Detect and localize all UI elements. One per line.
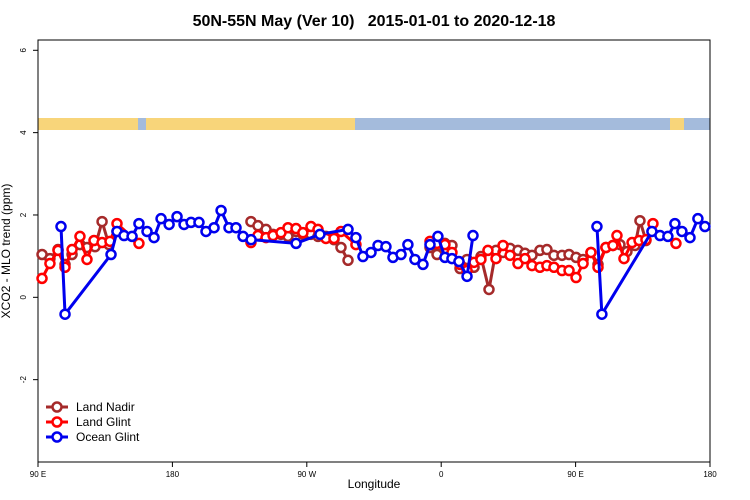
data-point (504, 249, 516, 262)
data-point (475, 253, 487, 266)
y-axis-label: XCO2 - MLO trend (ppm) (0, 184, 13, 319)
x-axis-label: Longitude (348, 477, 401, 491)
data-point (328, 232, 340, 245)
data-point (215, 204, 227, 217)
data-point (467, 229, 479, 242)
data-point (662, 230, 674, 243)
data-point (692, 212, 704, 225)
data-point (482, 244, 494, 257)
data-point (133, 217, 145, 230)
x-tick-label: 90 W (297, 470, 316, 479)
data-point (563, 264, 575, 277)
data-point (96, 215, 108, 228)
data-point (541, 243, 553, 256)
data-point (417, 258, 429, 271)
data-point (699, 220, 711, 233)
data-point (570, 271, 582, 284)
data-point (607, 239, 619, 252)
legend-marker (51, 416, 63, 428)
legend-marker (51, 431, 63, 443)
data-point (342, 254, 354, 267)
x-tick-label: 90 E (567, 470, 583, 479)
data-point (193, 216, 205, 229)
data-point (163, 218, 175, 231)
legend-label: Land Nadir (76, 400, 135, 414)
data-point (585, 246, 597, 259)
data-point (497, 239, 509, 252)
data-point (208, 221, 220, 234)
data-point (105, 248, 117, 261)
data-point (297, 226, 309, 239)
y-tick-label: -2 (19, 376, 28, 384)
data-point (155, 212, 167, 225)
data-point (669, 217, 681, 230)
data-point (432, 230, 444, 243)
y-tick-label: 0 (19, 295, 28, 300)
data-point (314, 228, 326, 241)
legend-label: Ocean Glint (76, 430, 140, 444)
data-point (453, 255, 465, 268)
data-point (424, 238, 436, 251)
data-point (395, 248, 407, 261)
data-point (55, 220, 67, 233)
data-point (380, 240, 392, 253)
data-point (519, 252, 531, 265)
data-point (577, 257, 589, 270)
x-tick-label: 180 (166, 470, 180, 479)
x-tick-label: 90 E (30, 470, 46, 479)
data-point (290, 237, 302, 250)
data-point (36, 272, 48, 285)
data-point (365, 246, 377, 259)
data-point (126, 230, 138, 243)
chart-title: 50N-55N May (Ver 10) 2015-01-01 to 2020-… (193, 13, 556, 30)
data-point (461, 270, 473, 283)
data-point (490, 252, 502, 265)
data-point (81, 253, 93, 266)
data-point (171, 210, 183, 223)
x-tick-label: 180 (703, 470, 717, 479)
data-point (350, 231, 362, 244)
data-point (245, 233, 257, 246)
data-point (148, 231, 160, 244)
data-point (141, 225, 153, 238)
y-tick-label: 2 (19, 212, 28, 217)
data-point (59, 308, 71, 320)
data-point (634, 214, 646, 227)
data-point (44, 257, 56, 270)
data-point (684, 231, 696, 244)
data-point (66, 243, 78, 256)
data-point (409, 253, 421, 266)
legend-label: Land Glint (76, 415, 131, 429)
data-point (74, 230, 86, 243)
x-tick-label: 0 (439, 470, 444, 479)
data-point (342, 223, 354, 236)
y-tick-label: 6 (19, 48, 28, 53)
data-point (596, 308, 608, 320)
data-point (618, 252, 630, 265)
data-point (611, 229, 623, 242)
data-point (133, 237, 145, 250)
y-tick-label: 4 (19, 130, 28, 135)
data-point (591, 220, 603, 233)
data-point (230, 221, 242, 234)
data-point (335, 241, 347, 254)
data-point (670, 237, 682, 250)
land-ocean-strip (38, 118, 710, 130)
data-point (483, 283, 495, 296)
data-point (402, 238, 414, 251)
data-point (676, 225, 688, 238)
series-line (595, 215, 707, 320)
legend-marker (51, 401, 63, 413)
